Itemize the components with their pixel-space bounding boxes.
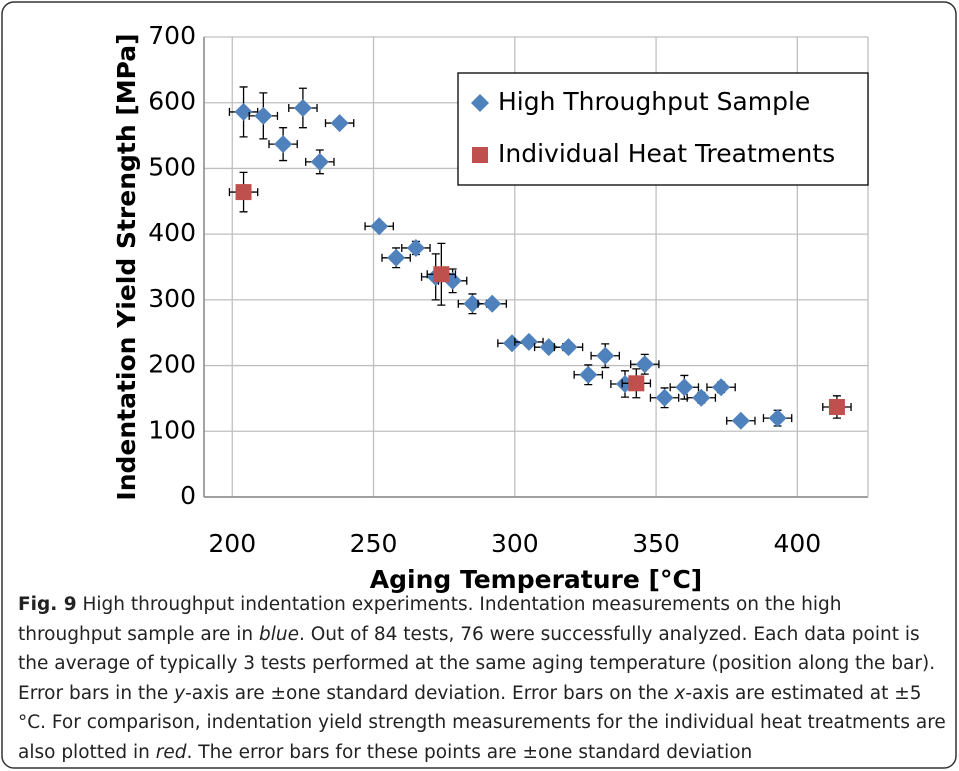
y-tick-label: 300 [148, 284, 196, 313]
x-tick-label: 400 [774, 529, 822, 558]
marker [235, 184, 252, 201]
caption-text: y [174, 682, 186, 704]
caption-text: x [674, 682, 686, 704]
x-tick-label: 250 [350, 529, 398, 558]
marker [254, 106, 273, 125]
legend-box [457, 72, 869, 186]
marker [628, 375, 645, 392]
error-bar [228, 171, 259, 213]
x-tick-label: 200 [208, 529, 256, 558]
x-axis-label: Aging Temperature [°C] [370, 565, 702, 594]
marker [293, 98, 312, 117]
marker [675, 378, 694, 397]
y-tick-label: 500 [148, 152, 196, 181]
marker [274, 135, 293, 154]
y-tick-label: 0 [180, 481, 196, 510]
marker [330, 114, 349, 133]
marker [406, 238, 425, 257]
marker [483, 294, 502, 313]
marker [310, 152, 329, 171]
y-tick-label: 600 [148, 87, 196, 116]
marker [502, 334, 521, 353]
y-axis-label: Indentation Yield Strength [MPa] [112, 33, 141, 500]
marker [463, 294, 482, 313]
marker [234, 102, 253, 121]
marker [579, 365, 598, 384]
marker [828, 398, 845, 415]
marker [768, 409, 787, 428]
caption-text: High throughput indentation experiments.… [18, 594, 848, 645]
marker [539, 338, 558, 357]
marker [655, 388, 674, 407]
marker [559, 338, 578, 357]
marker [692, 388, 711, 407]
caption-text: . The error bars for these points are ±o… [186, 741, 753, 763]
marker [731, 411, 750, 430]
marker [519, 332, 538, 351]
y-tick-label: 400 [148, 218, 196, 247]
caption-text: red [155, 741, 187, 763]
caption-text: -axis are ±one standard deviation. Error… [185, 682, 675, 704]
marker [635, 355, 654, 374]
legend-label: Individual Heat Treatments [498, 139, 835, 168]
legend-marker [472, 147, 488, 163]
caption-text: -axis are estimated at ±5 °C. For compar… [18, 682, 952, 763]
y-tick-label: 700 [148, 21, 196, 50]
caption-text: blue [258, 623, 299, 645]
marker [712, 378, 731, 397]
marker [596, 346, 615, 365]
x-tick-label: 300 [491, 529, 539, 558]
x-tick-label: 350 [632, 529, 680, 558]
legend-label: High Throughput Sample [498, 87, 810, 116]
y-tick-label: 200 [148, 350, 196, 379]
caption: Fig. 9 High throughput indentation exper… [18, 590, 948, 767]
marker [433, 266, 450, 283]
legend-marker [471, 94, 489, 112]
marker [387, 248, 406, 267]
y-tick-label: 100 [148, 415, 196, 444]
marker [370, 217, 389, 236]
caption-text: . Out of 84 tests, 76 were successfully … [18, 623, 941, 704]
caption-text: Fig. 9 [18, 594, 77, 615]
